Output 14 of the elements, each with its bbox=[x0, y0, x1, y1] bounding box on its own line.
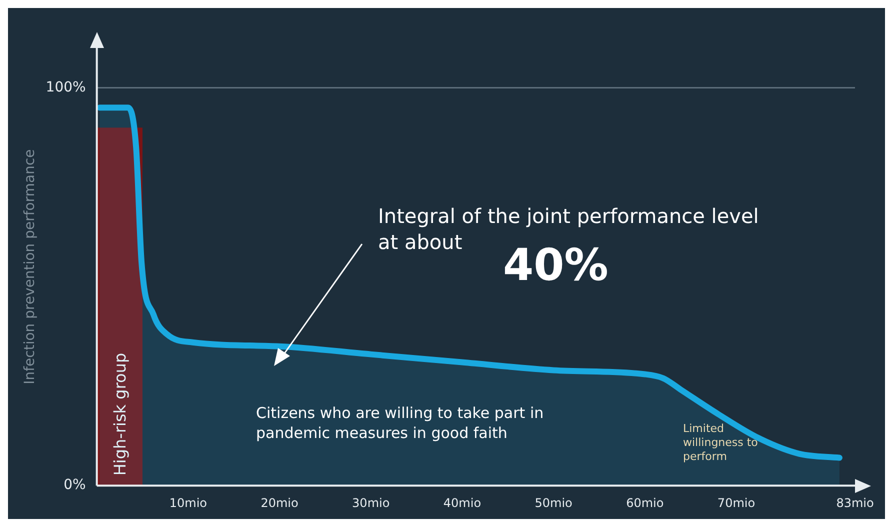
x-tick-label: 20mio bbox=[260, 496, 298, 510]
y-axis-title: Infection prevention performance bbox=[22, 149, 38, 384]
band-label: High-risk group bbox=[110, 352, 130, 476]
x-tick-label: 70mio bbox=[717, 496, 756, 510]
annotation: Citizens who are willing to take part in pandemic measures in good faith bbox=[256, 404, 544, 442]
x-tick-label: 50mio bbox=[534, 496, 572, 510]
x-tick-label: 83mio bbox=[836, 496, 874, 510]
x-tick-label: 40mio bbox=[443, 496, 482, 510]
x-tick-label: 60mio bbox=[626, 496, 664, 510]
x-tick-label: 10mio bbox=[169, 496, 207, 510]
y-tick-label: 0% bbox=[64, 477, 86, 494]
annotation: Limited willingness to perform bbox=[683, 422, 758, 463]
y-tick-label: 100% bbox=[46, 79, 86, 96]
x-tick-label: 30mio bbox=[352, 496, 390, 510]
